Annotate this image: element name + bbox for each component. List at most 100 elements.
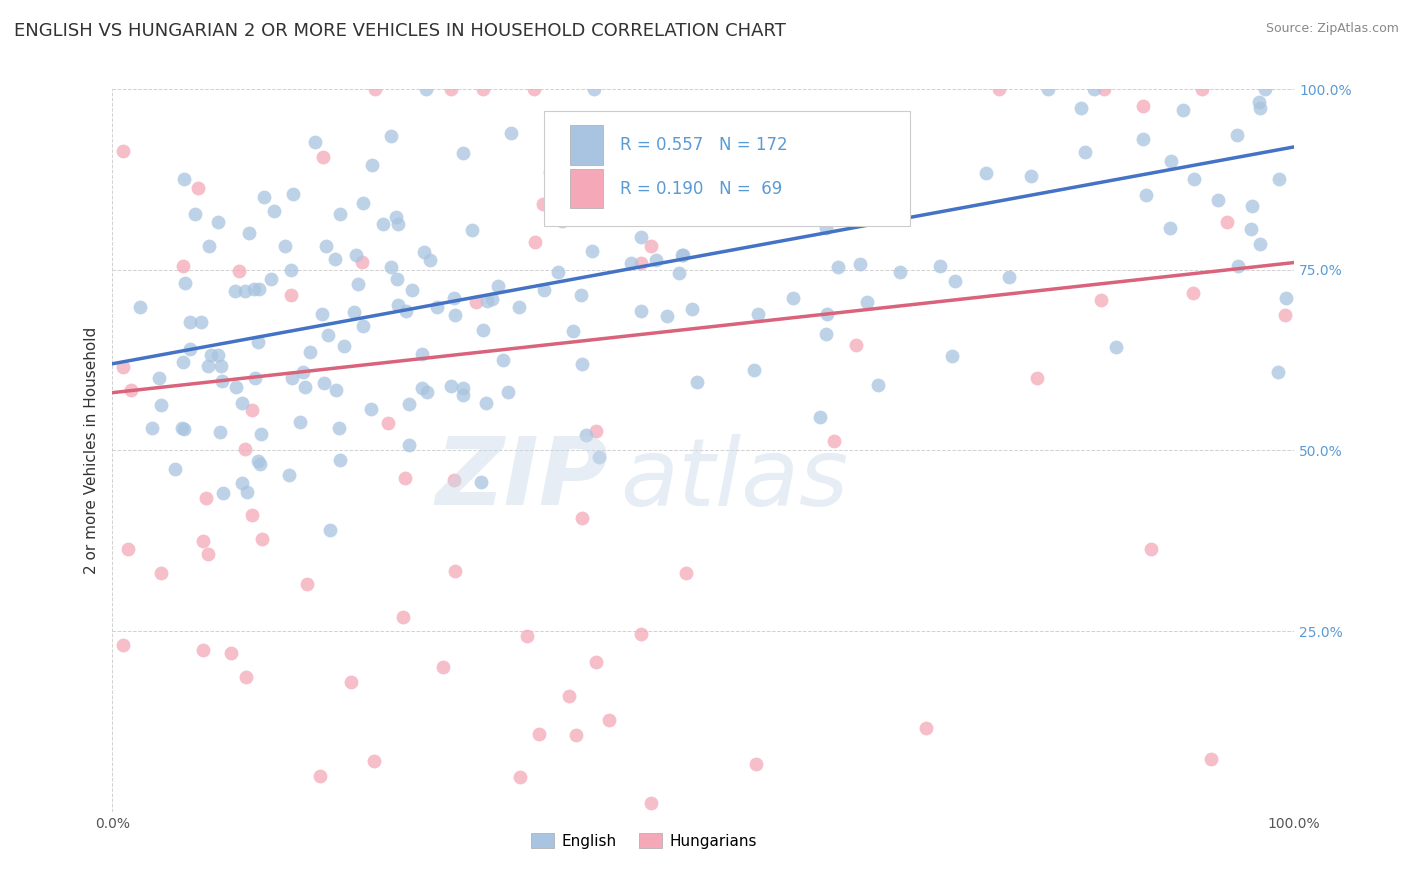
- Point: [252, 532, 274, 546]
- Point: [1132, 132, 1154, 146]
- Point: [752, 169, 775, 184]
- FancyBboxPatch shape: [544, 111, 910, 227]
- Point: [277, 468, 299, 483]
- Point: [295, 577, 318, 591]
- Point: [1254, 82, 1277, 96]
- Point: [630, 303, 652, 318]
- Point: [394, 471, 416, 485]
- Point: [1026, 371, 1049, 385]
- Point: [233, 442, 256, 456]
- Point: [533, 283, 555, 297]
- Point: [823, 434, 845, 449]
- Point: [579, 136, 602, 151]
- Point: [471, 323, 494, 337]
- Point: [815, 221, 838, 235]
- Point: [440, 82, 463, 96]
- Point: [401, 284, 423, 298]
- Point: [170, 421, 193, 435]
- Point: [253, 190, 276, 204]
- Point: [1268, 172, 1291, 186]
- Point: [228, 264, 250, 278]
- Point: [415, 82, 437, 96]
- Point: [211, 375, 233, 389]
- Point: [292, 365, 315, 379]
- Point: [569, 288, 592, 302]
- Point: [672, 248, 695, 262]
- Point: [657, 309, 679, 323]
- Point: [316, 327, 339, 342]
- Point: [461, 223, 484, 237]
- Point: [247, 282, 270, 296]
- Point: [235, 484, 257, 499]
- Point: [207, 347, 229, 361]
- Point: [1241, 199, 1264, 213]
- Point: [640, 796, 662, 810]
- Text: ZIP: ZIP: [436, 434, 609, 525]
- Point: [475, 293, 498, 308]
- Point: [915, 722, 938, 736]
- Y-axis label: 2 or more Vehicles in Household: 2 or more Vehicles in Household: [84, 326, 100, 574]
- Point: [509, 770, 531, 784]
- Point: [328, 421, 350, 435]
- Point: [231, 395, 253, 409]
- Point: [1092, 82, 1115, 96]
- Point: [481, 292, 503, 306]
- Point: [585, 424, 607, 438]
- Point: [856, 295, 879, 310]
- Point: [974, 166, 997, 180]
- Point: [173, 172, 195, 186]
- Point: [630, 256, 652, 270]
- Point: [243, 371, 266, 385]
- Point: [361, 158, 384, 172]
- Point: [565, 728, 588, 742]
- Point: [1199, 752, 1222, 766]
- Point: [1274, 291, 1296, 305]
- Point: [782, 291, 804, 305]
- Point: [209, 359, 232, 373]
- Point: [240, 508, 263, 522]
- Point: [246, 334, 269, 349]
- Point: [443, 473, 465, 487]
- Point: [562, 324, 585, 338]
- Point: [1036, 82, 1059, 96]
- Point: [150, 566, 173, 580]
- Point: [451, 146, 474, 161]
- Text: R = 0.190   N =  69: R = 0.190 N = 69: [620, 179, 783, 197]
- Point: [329, 452, 352, 467]
- Point: [387, 217, 409, 231]
- Point: [1182, 172, 1205, 186]
- Point: [344, 248, 367, 262]
- Point: [311, 308, 333, 322]
- Point: [582, 82, 605, 96]
- Point: [941, 349, 963, 363]
- Point: [197, 238, 219, 252]
- Point: [219, 646, 242, 660]
- Point: [263, 204, 285, 219]
- Point: [630, 627, 652, 641]
- Point: [1171, 103, 1194, 117]
- Point: [193, 643, 215, 657]
- Point: [190, 314, 212, 328]
- Point: [443, 291, 465, 305]
- Point: [398, 438, 420, 452]
- Point: [1206, 193, 1229, 207]
- Point: [815, 326, 838, 341]
- Point: [163, 462, 186, 476]
- Point: [193, 533, 215, 548]
- Point: [440, 379, 463, 393]
- Point: [865, 194, 887, 208]
- Point: [347, 277, 370, 292]
- Point: [745, 756, 768, 771]
- Point: [129, 300, 152, 314]
- Point: [1249, 95, 1271, 110]
- Point: [304, 135, 326, 149]
- Point: [471, 82, 494, 96]
- Point: [280, 262, 302, 277]
- Point: [1090, 293, 1112, 307]
- Point: [1159, 221, 1181, 235]
- Point: [558, 689, 581, 703]
- FancyBboxPatch shape: [569, 169, 603, 209]
- Point: [298, 344, 321, 359]
- Point: [581, 244, 603, 259]
- Point: [112, 638, 135, 652]
